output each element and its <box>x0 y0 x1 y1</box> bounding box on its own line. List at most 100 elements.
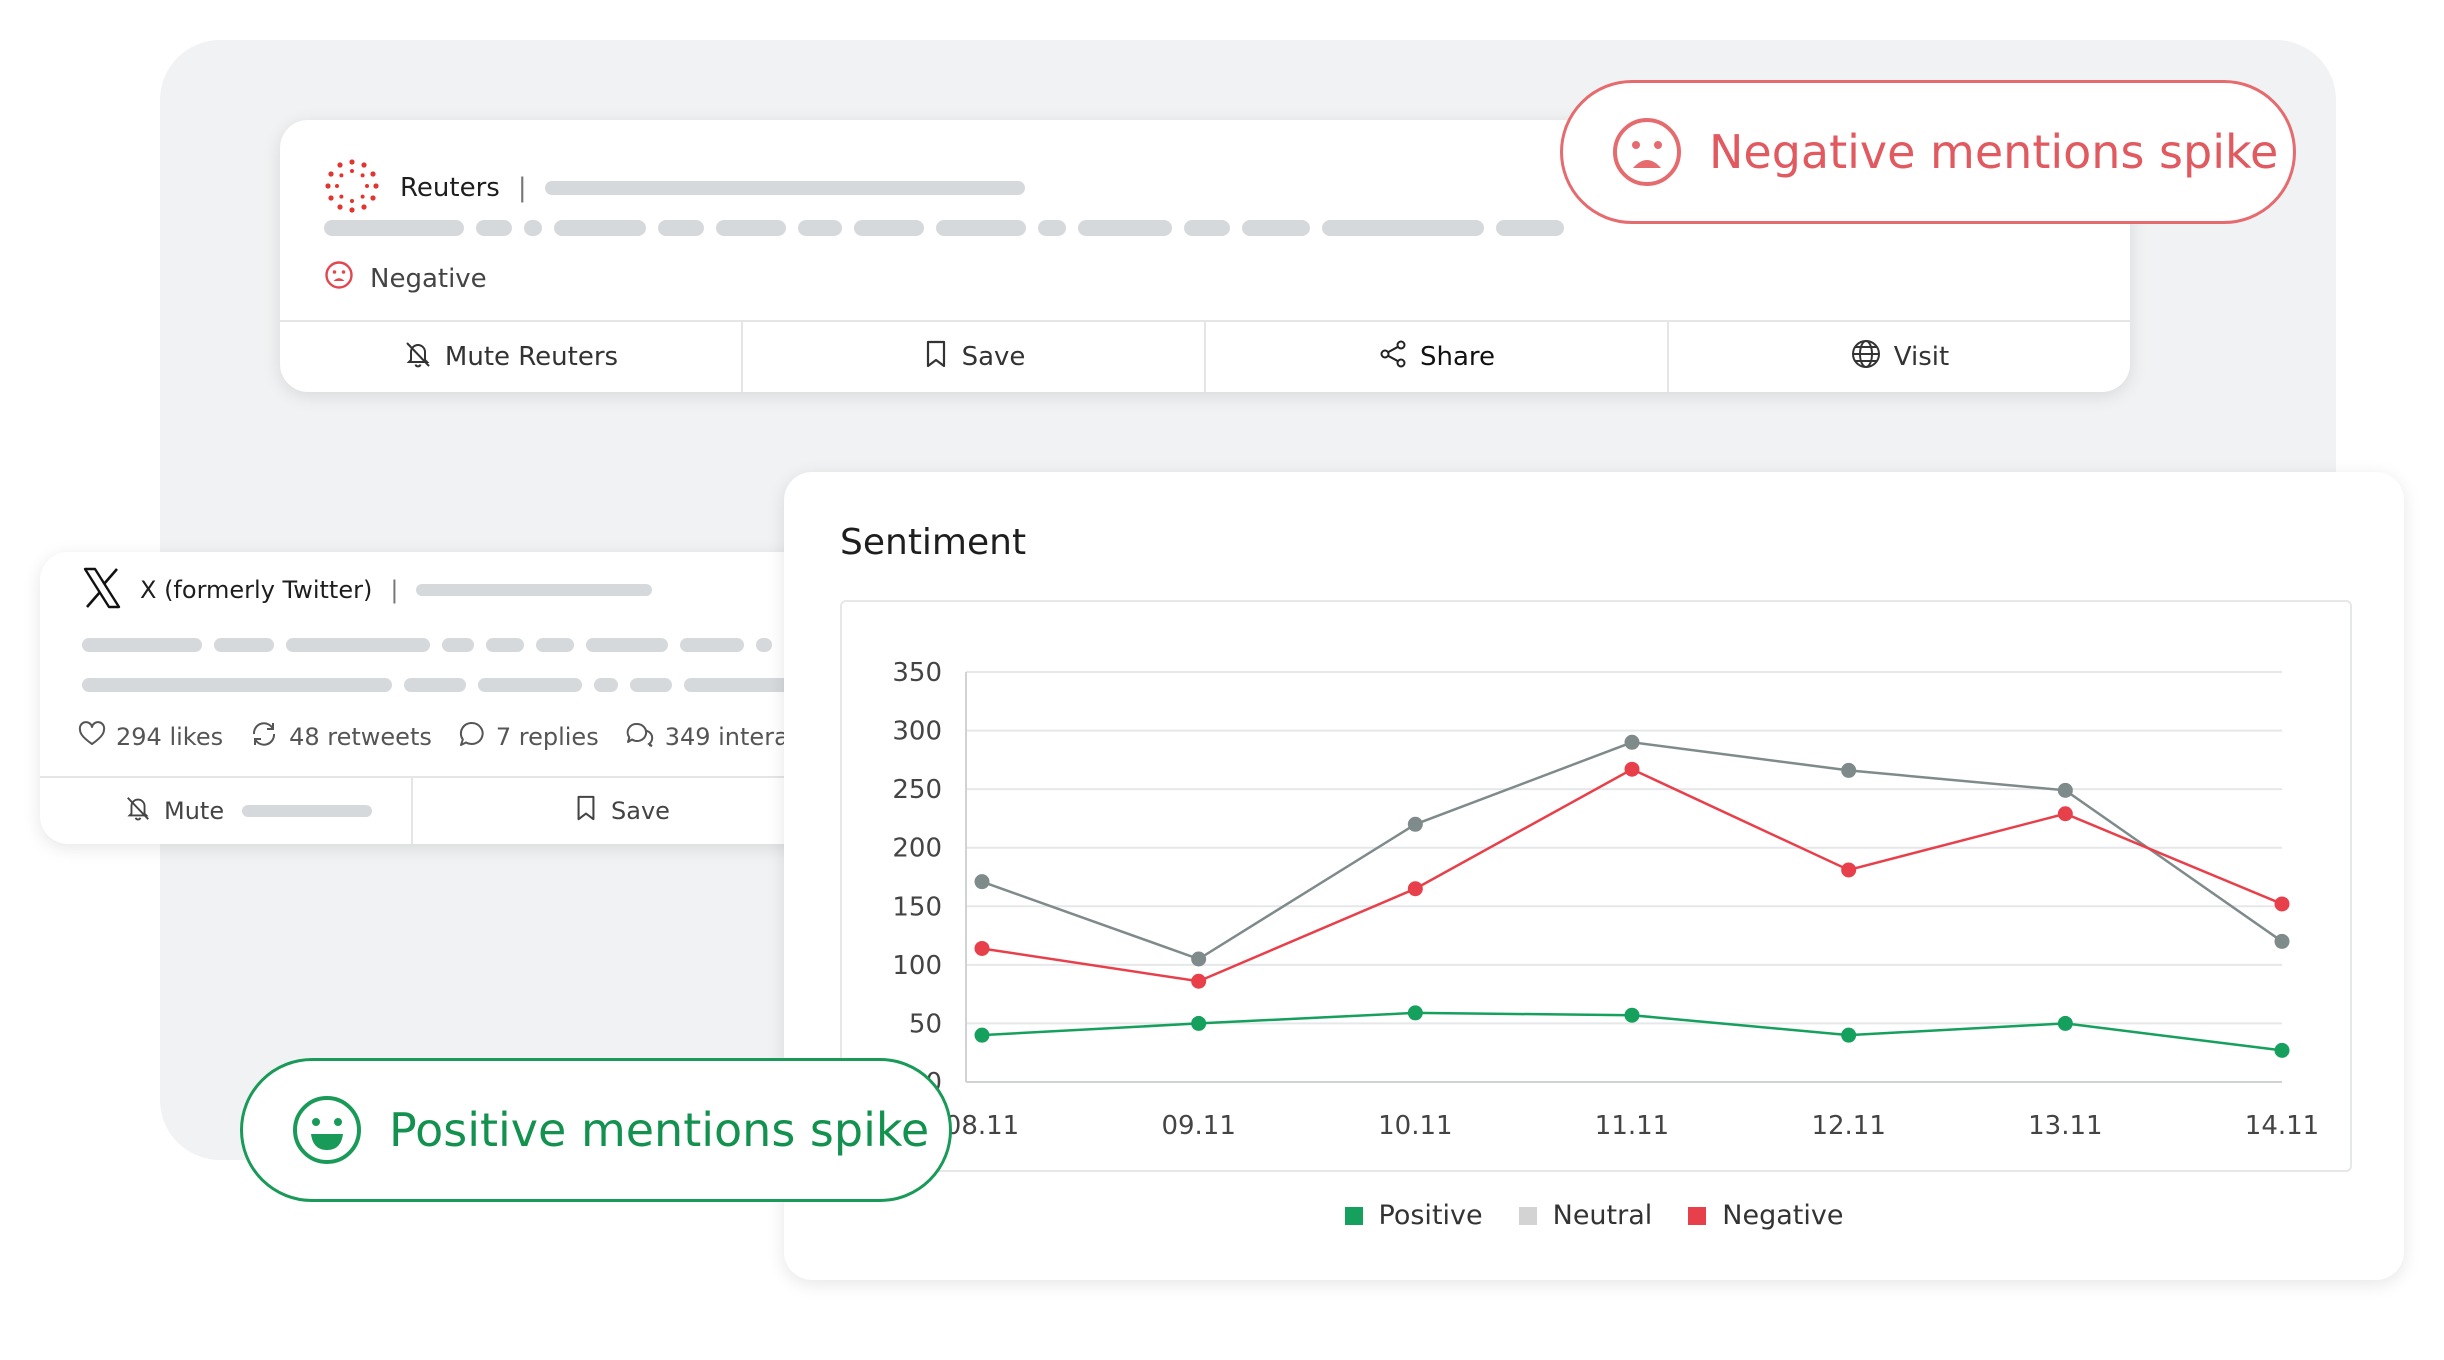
plot-frame: 05010015020025030035008.1109.1110.1111.1… <box>840 600 2352 1172</box>
likes-count: 294 likes <box>116 723 224 751</box>
mute-button[interactable]: Mute <box>40 778 411 844</box>
x-tick-label: 11.11 <box>1595 1111 1669 1141</box>
share-button[interactable]: Share <box>1204 322 1667 392</box>
legend-swatch <box>1688 1206 1707 1225</box>
positive-data-point <box>1624 1007 1640 1023</box>
negative-series-line <box>981 767 2283 983</box>
x-tick-label: 14.11 <box>2245 1111 2319 1141</box>
bell-off-icon <box>124 794 152 828</box>
neutral-data-point <box>1191 951 1207 967</box>
negative-spike-label: Negative mentions spike <box>1709 125 2279 179</box>
save-label: Save <box>611 797 670 825</box>
x-tick-label: 10.11 <box>1378 1111 1452 1141</box>
retweets-count: 48 retweets <box>289 723 432 751</box>
x-logo-icon <box>82 566 122 614</box>
placeholder-text-row <box>82 638 844 652</box>
placeholder-line <box>544 181 1025 195</box>
negative-data-point <box>2057 806 2073 822</box>
bell-off-icon <box>403 339 433 376</box>
y-tick-label: 100 <box>892 951 942 981</box>
positive-data-point <box>974 1027 990 1043</box>
mute-label: Mute <box>164 797 225 825</box>
x-tick-label: 12.11 <box>1811 1111 1885 1141</box>
negative-data-point <box>1191 973 1207 989</box>
chat-bubbles-icon <box>625 720 655 754</box>
likes-stat: 294 likes <box>78 721 223 753</box>
separator: | <box>517 173 527 203</box>
reuters-action-bar: Mute Reuters Save Share <box>280 320 2130 392</box>
positive-spike-callout: Positive mentions spike <box>240 1058 952 1202</box>
y-tick-label: 350 <box>892 658 942 688</box>
legend-label: Negative <box>1722 1200 1844 1231</box>
visit-button[interactable]: Visit <box>1667 322 2130 392</box>
legend-swatch <box>1518 1206 1537 1225</box>
sentiment-badge: Negative <box>324 260 487 297</box>
retweet-icon <box>249 720 279 754</box>
sentiment-line-chart: 05010015020025030035008.1109.1110.1111.1… <box>892 658 2319 1141</box>
bookmark-icon <box>922 339 950 376</box>
negative-data-point <box>2274 896 2290 912</box>
chart-title: Sentiment <box>840 522 1027 563</box>
replies-stat: 7 replies <box>458 720 599 754</box>
positive-data-point <box>1407 1005 1423 1021</box>
mute-reuters-button[interactable]: Mute Reuters <box>280 322 741 392</box>
sentiment-chart-card: Sentiment 05010015020025030035008.1109.1… <box>784 472 2404 1280</box>
positive-data-point <box>2057 1015 2073 1031</box>
positive-data-point <box>1191 1015 1207 1031</box>
visit-label: Visit <box>1893 342 1950 372</box>
separator: | <box>390 576 399 604</box>
neutral-data-point <box>2274 933 2290 949</box>
placeholder-text-row <box>82 678 860 692</box>
neutral-data-point <box>2057 782 2073 798</box>
y-tick-label: 50 <box>909 1009 942 1039</box>
y-tick-label: 150 <box>892 892 942 922</box>
legend-swatch <box>1344 1206 1363 1225</box>
x-source-name[interactable]: X (formerly Twitter) <box>140 576 373 604</box>
legend-label: Positive <box>1378 1200 1483 1231</box>
share-icon <box>1378 339 1408 376</box>
negative-data-point <box>1624 761 1640 777</box>
happy-face-icon <box>291 1094 363 1166</box>
x-source-header: X (formerly Twitter) | <box>82 566 653 614</box>
positive-spike-label: Positive mentions spike <box>389 1103 930 1157</box>
sad-face-icon <box>324 260 354 297</box>
neutral-data-point <box>1841 762 1857 778</box>
y-tick-label: 300 <box>892 717 942 747</box>
bookmark-icon <box>573 794 599 828</box>
save-button[interactable]: Save <box>411 778 860 844</box>
negative-data-point <box>1407 881 1423 897</box>
negative-data-point <box>1841 862 1857 878</box>
engagement-stats: 294 likes 48 retweets 7 replies <box>78 720 860 754</box>
positive-data-point <box>1841 1027 1857 1043</box>
comment-icon <box>458 720 486 754</box>
positive-data-point <box>2274 1042 2290 1058</box>
legend-item-positive[interactable]: Positive <box>1344 1200 1483 1231</box>
legend-item-neutral[interactable]: Neutral <box>1518 1200 1653 1231</box>
negative-data-point <box>974 940 990 956</box>
x-action-bar: Mute Save <box>40 776 860 844</box>
retweets-stat: 48 retweets <box>249 720 432 754</box>
legend-label: Neutral <box>1552 1200 1653 1231</box>
x-tick-label: 09.11 <box>1161 1111 1235 1141</box>
placeholder-text-row <box>324 220 1564 236</box>
x-tick-label: 08.11 <box>945 1111 1019 1141</box>
neutral-data-point <box>974 874 990 890</box>
globe-icon <box>1850 338 1882 377</box>
sentiment-label: Negative <box>370 263 487 294</box>
share-label: Share <box>1419 342 1496 372</box>
reuters-source-name[interactable]: Reuters <box>400 173 500 203</box>
replies-count: 7 replies <box>495 723 599 751</box>
save-button[interactable]: Save <box>741 322 1204 392</box>
x-tick-label: 13.11 <box>2028 1111 2102 1141</box>
legend-item-negative[interactable]: Negative <box>1688 1200 1843 1231</box>
x-mention-card: X (formerly Twitter) | 294 likes <box>40 552 860 844</box>
placeholder-line <box>242 805 373 817</box>
y-tick-label: 250 <box>892 775 942 805</box>
negative-spike-callout: Negative mentions spike <box>1560 80 2296 224</box>
chart-legend: Positive Neutral Negative <box>784 1200 2404 1231</box>
reuters-logo-icon <box>324 158 380 218</box>
heart-icon <box>78 721 106 753</box>
placeholder-line <box>416 584 653 596</box>
sad-face-icon <box>1611 116 1683 188</box>
mute-reuters-label: Mute Reuters <box>444 342 619 372</box>
